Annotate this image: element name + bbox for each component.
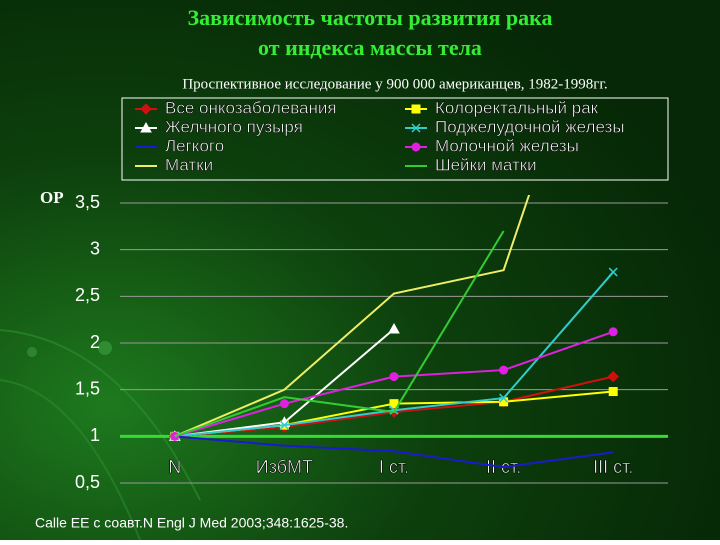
marker — [608, 267, 618, 277]
marker — [607, 370, 619, 383]
legend-label: Все онкозаболевания — [165, 98, 337, 117]
legend-label: Молочной железы — [435, 136, 579, 155]
marker — [279, 399, 289, 409]
x-tick-label: I ст. — [379, 457, 409, 477]
marker — [608, 387, 618, 397]
x-tick-label: N — [168, 457, 181, 477]
legend-label: Колоректальный рак — [435, 98, 599, 117]
series-line — [174, 230, 505, 438]
subtitle: Проспективное исследование у 900 000 аме… — [182, 76, 607, 92]
legend-box — [121, 97, 669, 181]
plot — [168, 195, 619, 469]
legend-label: Поджелудочной железы — [435, 117, 625, 136]
legend-marker — [140, 121, 152, 133]
y-tick-label: 2 — [90, 332, 100, 352]
y-axis-label: ОР — [40, 188, 64, 207]
series-line — [174, 435, 614, 469]
y-tick-label: 1,5 — [75, 378, 100, 398]
marker — [608, 327, 618, 337]
y-tick-label: 3,5 — [75, 192, 100, 212]
legend-marker — [411, 123, 421, 133]
marker — [499, 365, 509, 375]
y-tick-label: 0,5 — [75, 472, 100, 492]
decoration — [0, 379, 141, 541]
marker — [388, 322, 400, 334]
marker — [389, 372, 399, 382]
legend-marker — [411, 104, 421, 114]
legend-label: Желчного пузыря — [165, 117, 303, 136]
x-tick-label: III ст. — [593, 457, 633, 477]
title: от индекса массы тела — [258, 35, 482, 60]
x-tick-label: ИзбМТ — [256, 457, 313, 477]
y-tick-label: 2,5 — [75, 285, 100, 305]
legend-label: Легкого — [165, 136, 224, 155]
marker — [499, 393, 509, 403]
legend-marker — [411, 142, 421, 152]
marker — [279, 420, 289, 430]
series-line — [174, 195, 531, 438]
legend-label: Шейки матки — [435, 155, 537, 174]
legend-label: Матки — [165, 155, 213, 174]
y-tick-label: 1 — [90, 425, 100, 445]
source: Calle EE с соавт.N Engl J Med 2003;348:1… — [35, 515, 348, 531]
title: Зависимость частоты развития рака — [188, 5, 553, 30]
y-tick-label: 3 — [90, 238, 100, 258]
decoration — [0, 329, 201, 501]
decoration — [98, 341, 112, 355]
decoration — [27, 347, 37, 357]
legend-marker — [140, 103, 152, 115]
